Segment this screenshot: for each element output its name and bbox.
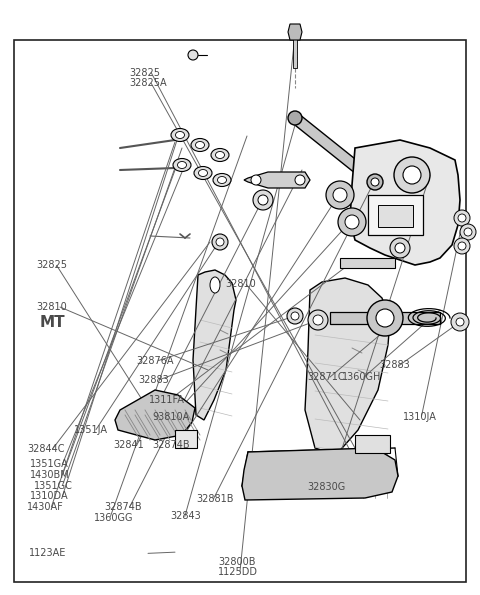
Circle shape xyxy=(287,308,303,324)
Ellipse shape xyxy=(216,152,225,158)
Circle shape xyxy=(253,190,273,210)
Text: 1430BM: 1430BM xyxy=(30,470,70,480)
Circle shape xyxy=(403,166,421,184)
Circle shape xyxy=(464,228,472,236)
Ellipse shape xyxy=(178,161,187,168)
Text: 32810: 32810 xyxy=(226,280,256,289)
Ellipse shape xyxy=(176,131,184,139)
Circle shape xyxy=(376,309,394,327)
Polygon shape xyxy=(350,140,460,265)
Circle shape xyxy=(458,214,466,222)
Bar xyxy=(378,205,413,227)
Text: 32881B: 32881B xyxy=(197,494,234,503)
Text: 32883: 32883 xyxy=(379,361,410,370)
Bar xyxy=(175,430,197,448)
Circle shape xyxy=(390,238,410,258)
Polygon shape xyxy=(193,270,236,420)
Ellipse shape xyxy=(195,142,204,149)
Text: 1310JA: 1310JA xyxy=(403,412,437,421)
Text: 1360GH: 1360GH xyxy=(342,372,381,382)
Circle shape xyxy=(313,315,323,325)
Circle shape xyxy=(288,111,302,125)
Circle shape xyxy=(333,188,347,202)
Text: 32874B: 32874B xyxy=(105,502,142,512)
Ellipse shape xyxy=(171,129,189,142)
Text: 32871C: 32871C xyxy=(307,372,345,382)
Bar xyxy=(293,38,297,68)
Polygon shape xyxy=(305,278,390,455)
Circle shape xyxy=(338,208,366,236)
Ellipse shape xyxy=(199,170,207,177)
Text: 1351GA: 1351GA xyxy=(30,459,69,469)
Text: 32825A: 32825A xyxy=(130,79,167,88)
Circle shape xyxy=(326,181,354,209)
Text: 32830G: 32830G xyxy=(307,482,346,491)
Text: 1125DD: 1125DD xyxy=(218,568,258,577)
Text: 1351JA: 1351JA xyxy=(74,425,108,434)
Circle shape xyxy=(188,50,198,60)
Polygon shape xyxy=(115,390,195,440)
Polygon shape xyxy=(244,172,310,188)
Circle shape xyxy=(460,224,476,240)
Circle shape xyxy=(458,242,466,250)
Circle shape xyxy=(212,234,228,250)
Text: 1123AE: 1123AE xyxy=(29,549,66,558)
Circle shape xyxy=(394,157,430,193)
Polygon shape xyxy=(242,448,398,500)
Circle shape xyxy=(454,238,470,254)
Ellipse shape xyxy=(173,158,191,171)
Ellipse shape xyxy=(211,149,229,161)
Circle shape xyxy=(371,178,379,186)
Text: 32874B: 32874B xyxy=(153,440,190,450)
Ellipse shape xyxy=(210,277,220,293)
Text: MT: MT xyxy=(40,315,65,330)
Circle shape xyxy=(291,312,299,320)
Circle shape xyxy=(456,318,464,326)
Bar xyxy=(355,435,390,453)
Text: 93810A: 93810A xyxy=(153,412,190,421)
Ellipse shape xyxy=(213,174,231,186)
Circle shape xyxy=(367,300,403,336)
Bar xyxy=(368,195,423,235)
Text: 32844C: 32844C xyxy=(27,444,65,453)
Polygon shape xyxy=(340,258,395,268)
Circle shape xyxy=(395,243,405,253)
Text: 1310DA: 1310DA xyxy=(30,491,69,501)
Circle shape xyxy=(251,175,261,185)
Text: 32883: 32883 xyxy=(138,375,169,384)
Text: 32825: 32825 xyxy=(130,68,161,77)
Text: 1351GC: 1351GC xyxy=(34,481,73,490)
Circle shape xyxy=(367,174,383,190)
Text: 1360GG: 1360GG xyxy=(94,513,133,522)
Circle shape xyxy=(451,313,469,331)
Circle shape xyxy=(345,215,359,229)
Text: 1311FA: 1311FA xyxy=(149,395,185,405)
Text: 1430AF: 1430AF xyxy=(27,502,64,512)
Text: 32825: 32825 xyxy=(36,261,67,270)
Ellipse shape xyxy=(217,177,227,183)
Text: 32841: 32841 xyxy=(114,440,144,450)
Text: 32800B: 32800B xyxy=(218,557,256,566)
Text: 32810: 32810 xyxy=(36,302,67,312)
Circle shape xyxy=(216,238,224,246)
Circle shape xyxy=(454,210,470,226)
Ellipse shape xyxy=(191,139,209,152)
Circle shape xyxy=(308,310,328,330)
Circle shape xyxy=(258,195,268,205)
Circle shape xyxy=(295,175,305,185)
Bar xyxy=(330,312,440,324)
Text: 32843: 32843 xyxy=(170,512,201,521)
Ellipse shape xyxy=(194,167,212,180)
Text: 32876A: 32876A xyxy=(136,356,173,365)
Polygon shape xyxy=(288,24,302,40)
